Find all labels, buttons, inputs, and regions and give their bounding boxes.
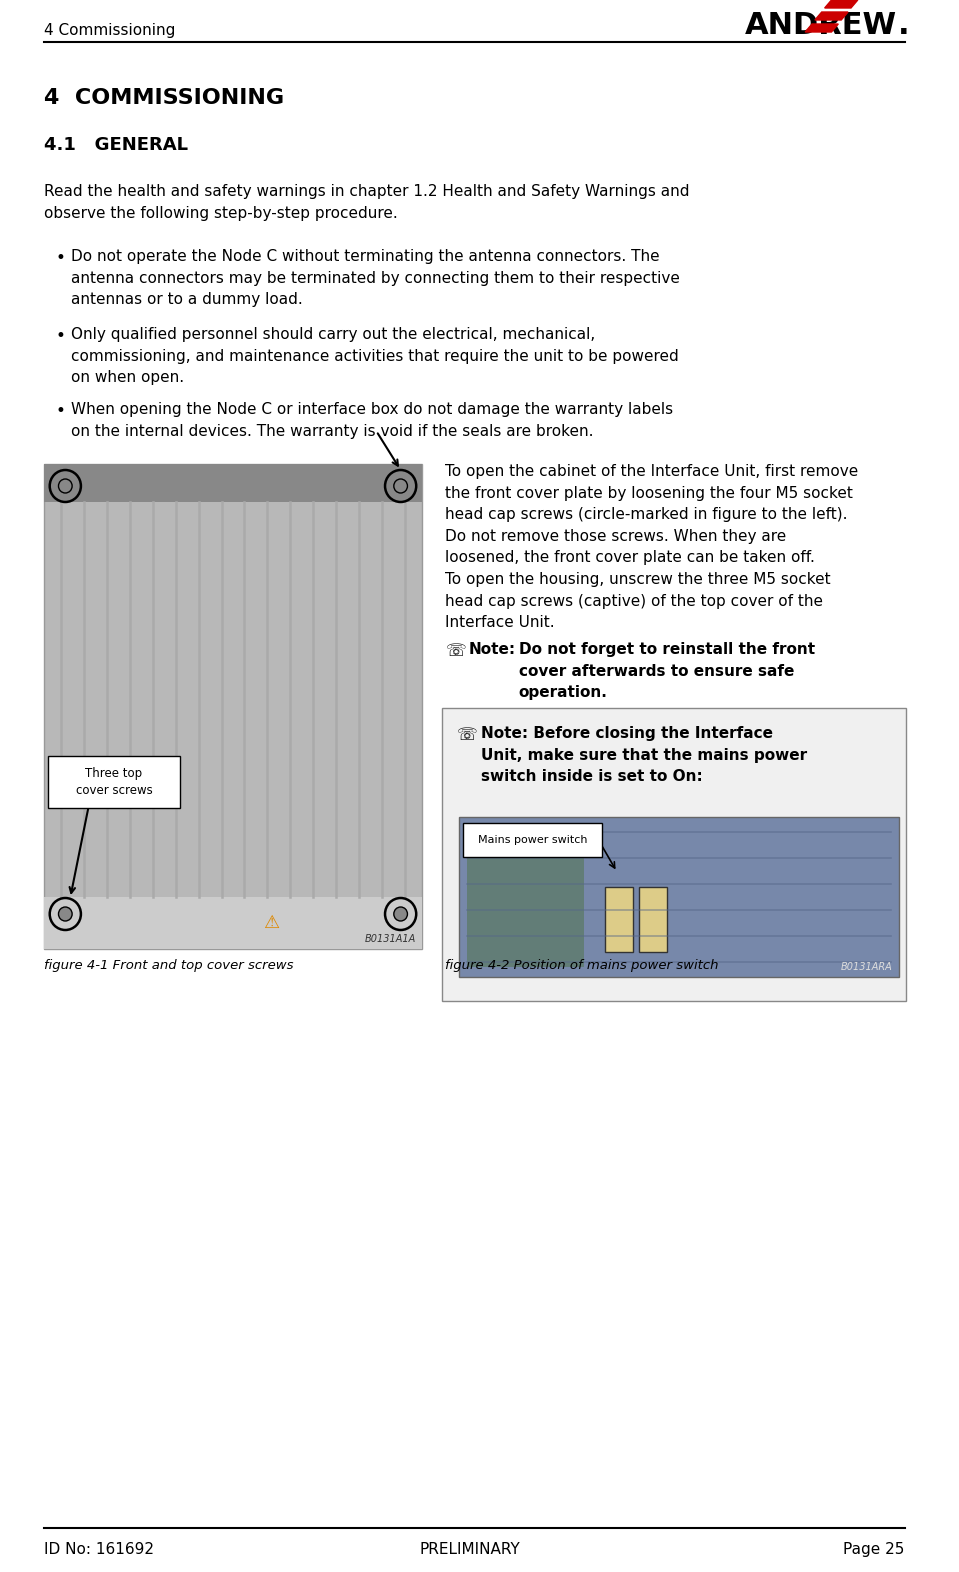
Text: Note:: Note: xyxy=(469,641,516,657)
Text: •: • xyxy=(56,402,65,420)
Text: When opening the Node C or interface box do not damage the warranty labels
on th: When opening the Node C or interface box… xyxy=(71,402,673,439)
Polygon shape xyxy=(815,13,848,20)
Circle shape xyxy=(58,479,72,494)
Text: To open the cabinet of the Interface Unit, first remove
the front cover plate by: To open the cabinet of the Interface Uni… xyxy=(446,464,858,566)
FancyBboxPatch shape xyxy=(467,832,584,967)
Text: Three top
cover screws: Three top cover screws xyxy=(76,767,152,797)
Text: ☏: ☏ xyxy=(457,726,478,744)
Text: 4.1   GENERAL: 4.1 GENERAL xyxy=(44,137,188,154)
Text: Page 25: Page 25 xyxy=(843,1542,904,1556)
Text: •: • xyxy=(56,248,65,267)
Text: Read the health and safety warnings in chapter 1.2 Health and Safety Warnings an: Read the health and safety warnings in c… xyxy=(44,184,690,220)
FancyBboxPatch shape xyxy=(441,707,905,1001)
Text: Do not forget to reinstall the front
cover afterwards to ensure safe
operation.: Do not forget to reinstall the front cov… xyxy=(519,641,815,700)
Circle shape xyxy=(394,479,408,494)
Text: ID No: 161692: ID No: 161692 xyxy=(44,1542,153,1556)
Text: ⚠: ⚠ xyxy=(263,913,279,932)
Text: Note: Before closing the Interface
Unit, make sure that the mains power
switch i: Note: Before closing the Interface Unit,… xyxy=(480,726,807,784)
Circle shape xyxy=(58,907,72,921)
FancyBboxPatch shape xyxy=(605,887,633,953)
FancyBboxPatch shape xyxy=(463,824,602,857)
Text: Do not operate the Node C without terminating the antenna connectors. The
antenn: Do not operate the Node C without termin… xyxy=(71,248,680,307)
Polygon shape xyxy=(825,0,857,8)
Text: •: • xyxy=(56,327,65,344)
FancyBboxPatch shape xyxy=(459,817,899,978)
Text: Mains power switch: Mains power switch xyxy=(478,835,588,846)
Text: Only qualified personnel should carry out the electrical, mechanical,
commission: Only qualified personnel should carry ou… xyxy=(71,327,679,385)
Text: ANDREW: ANDREW xyxy=(744,11,897,39)
Text: figure 4-1 Front and top cover screws: figure 4-1 Front and top cover screws xyxy=(44,959,293,971)
Text: .: . xyxy=(898,11,909,39)
FancyBboxPatch shape xyxy=(44,464,422,501)
FancyBboxPatch shape xyxy=(640,887,667,953)
Text: B0131A1A: B0131A1A xyxy=(365,934,416,945)
Text: PRELIMINARY: PRELIMINARY xyxy=(420,1542,521,1556)
Text: ☏: ☏ xyxy=(446,641,466,660)
FancyBboxPatch shape xyxy=(44,464,422,949)
Text: figure 4-2 Position of mains power switch: figure 4-2 Position of mains power switc… xyxy=(446,959,719,971)
Text: To open the housing, unscrew the three M5 socket
head cap screws (captive) of th: To open the housing, unscrew the three M… xyxy=(446,572,831,630)
Polygon shape xyxy=(806,24,838,31)
Circle shape xyxy=(394,907,408,921)
Text: B0131ARA: B0131ARA xyxy=(841,962,893,971)
Text: 4  COMMISSIONING: 4 COMMISSIONING xyxy=(44,88,284,108)
Text: 4 Commissioning: 4 Commissioning xyxy=(44,24,175,38)
FancyBboxPatch shape xyxy=(48,756,180,808)
FancyBboxPatch shape xyxy=(44,898,422,949)
